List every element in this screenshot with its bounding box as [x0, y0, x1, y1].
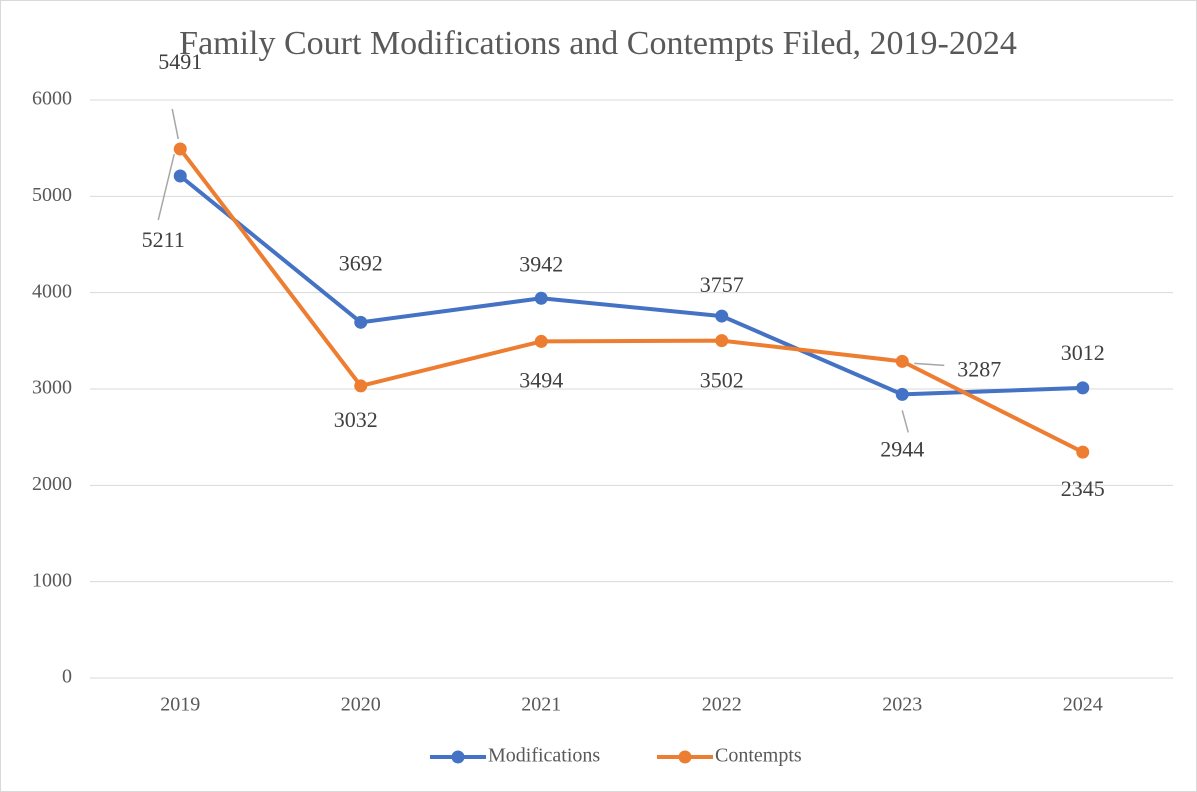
data-point — [354, 315, 368, 329]
x-tick-label: 2022 — [702, 694, 742, 716]
data-point — [895, 387, 909, 401]
y-tick-label: 2000 — [32, 473, 72, 495]
series-line — [178, 174, 1083, 397]
x-tick-label: 2021 — [521, 694, 561, 716]
data-point — [173, 142, 187, 156]
data-label: 2345 — [1061, 476, 1105, 501]
data-label: 3032 — [334, 407, 378, 432]
x-tick-label: 2024 — [1063, 694, 1103, 716]
leader-line — [171, 108, 179, 140]
data-label: 3692 — [339, 250, 383, 275]
chart-title: Family Court Modifications and Contempts… — [179, 25, 1017, 62]
legend-label: Modifications — [488, 745, 600, 767]
leader-line — [901, 410, 909, 433]
data-point — [895, 354, 909, 368]
y-tick-label: 1000 — [32, 569, 72, 591]
x-tick-label: 2019 — [160, 694, 200, 716]
y-tick-label: 4000 — [32, 280, 72, 302]
series-line — [178, 147, 1084, 454]
data-label: 5211 — [142, 227, 185, 252]
y-tick-label: 0 — [62, 666, 72, 688]
data-point — [715, 334, 729, 348]
y-tick-label: 6000 — [32, 88, 72, 110]
data-point — [534, 291, 548, 305]
y-tick-label: 5000 — [32, 184, 72, 206]
data-label: 3757 — [700, 272, 744, 297]
data-label: 3494 — [519, 367, 563, 392]
legend-label: Contempts — [715, 745, 802, 767]
data-point — [715, 309, 729, 323]
data-label: 5491 — [158, 49, 202, 74]
y-tick-label: 3000 — [32, 377, 72, 399]
data-label: 3287 — [957, 356, 1001, 381]
data-point — [354, 379, 368, 393]
data-point — [534, 334, 548, 348]
data-label: 3502 — [700, 368, 744, 393]
legend-marker — [678, 750, 692, 764]
data-point — [1076, 445, 1090, 459]
legend-marker — [451, 750, 465, 764]
data-label: 2944 — [880, 436, 924, 461]
leader-line — [157, 153, 175, 221]
leader-line — [914, 362, 945, 367]
x-tick-label: 2020 — [341, 694, 381, 716]
data-point — [173, 169, 187, 183]
data-point — [1076, 381, 1090, 395]
data-label: 3012 — [1061, 340, 1105, 365]
x-tick-label: 2023 — [882, 694, 922, 716]
data-label: 3942 — [519, 251, 563, 276]
